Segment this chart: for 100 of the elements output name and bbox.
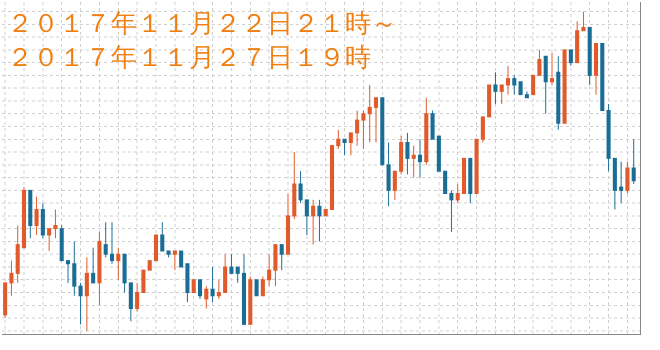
candlestick [568, 49, 573, 66]
candlestick [537, 49, 542, 76]
candlestick [506, 65, 510, 96]
candlestick [512, 74, 516, 96]
candlestick [606, 104, 611, 172]
candlestick [544, 56, 548, 114]
candlestick [436, 136, 441, 172]
candlestick [456, 183, 460, 204]
candlestick [412, 145, 416, 178]
candlestick [430, 110, 435, 140]
candlestick [34, 196, 39, 236]
candlestick [135, 282, 140, 312]
candlestick [16, 224, 20, 284]
candlestick [518, 81, 523, 96]
candlestick [311, 199, 316, 246]
candlestick [550, 52, 554, 86]
candlestick [399, 136, 404, 175]
candlestick [380, 97, 384, 166]
candlestick [122, 254, 127, 293]
text: ２０１７年１１月２２日２１時～２０１７年１１月２７日１９時 [7, 9, 397, 73]
candlestick [97, 231, 102, 306]
candlestick [22, 186, 26, 248]
candlestick [286, 193, 290, 255]
candlestick [116, 247, 120, 280]
candlestick [198, 279, 202, 300]
candlestick [141, 270, 146, 293]
candlestick [204, 286, 208, 309]
candlestick [216, 279, 221, 300]
candlestick [179, 250, 184, 268]
candlestick [223, 254, 228, 293]
candlestick [60, 224, 64, 262]
candlestick [619, 161, 624, 204]
candlestick [148, 260, 152, 271]
candlestick [3, 282, 8, 319]
candlestick [298, 170, 303, 204]
candlestick [632, 138, 636, 184]
candlestick [612, 158, 617, 210]
candlestick [324, 209, 328, 216]
candlestick [493, 72, 498, 105]
candlestick [292, 152, 296, 220]
candlestick [575, 20, 580, 64]
candlestick [9, 260, 14, 296]
candlestick [462, 158, 466, 194]
candlestick [242, 254, 246, 325]
candlestick [418, 138, 422, 178]
candlestick [110, 222, 114, 264]
candlestick [600, 43, 604, 112]
candlestick [192, 279, 196, 293]
candlestick [330, 145, 334, 210]
candlestick [348, 132, 353, 156]
candlestick [104, 222, 108, 258]
candlestick [374, 97, 378, 143]
candlestick [47, 228, 52, 252]
candlestick [172, 250, 177, 271]
candlestick [468, 158, 472, 204]
candlestick [53, 209, 58, 239]
candlestick [562, 49, 567, 124]
candlestick [304, 199, 309, 236]
candlestick [317, 199, 322, 242]
candlestick [84, 256, 89, 332]
candlestick [594, 43, 598, 96]
candlestick [480, 116, 485, 143]
candlestick [342, 138, 347, 156]
candlestick [405, 132, 410, 175]
candlestick [280, 244, 284, 271]
candlestick [524, 90, 529, 98]
candlestick [625, 161, 630, 194]
candlestick [336, 129, 340, 150]
candlestick [267, 254, 272, 287]
candlestick [474, 138, 479, 194]
candlestick [355, 110, 360, 146]
candlestick [273, 244, 278, 287]
candlestick [78, 282, 83, 325]
candlestick [160, 222, 164, 252]
candlestick [166, 250, 171, 258]
candlestick [91, 247, 96, 284]
candlestick [154, 234, 158, 262]
candlestick [260, 276, 265, 296]
candlestick [254, 279, 259, 296]
candlestick [210, 266, 215, 303]
candlestick [500, 84, 504, 105]
candlestick [424, 97, 428, 166]
candlestick [588, 27, 592, 86]
candlestick [368, 84, 372, 143]
candlestick [236, 266, 240, 284]
candlestick [229, 254, 234, 274]
candlestick [556, 56, 560, 130]
candlestick [185, 263, 190, 303]
candlestick [581, 11, 586, 32]
candlestick [66, 260, 70, 284]
candlestick [361, 110, 366, 150]
candlestick [40, 202, 45, 239]
candlestick [443, 170, 448, 194]
candlestick [449, 190, 454, 232]
candlestick [487, 84, 492, 118]
candlestick [72, 240, 76, 296]
candlestick [386, 142, 391, 207]
candlestick [392, 170, 397, 200]
candlestick [248, 276, 252, 325]
candlestick [128, 282, 133, 322]
